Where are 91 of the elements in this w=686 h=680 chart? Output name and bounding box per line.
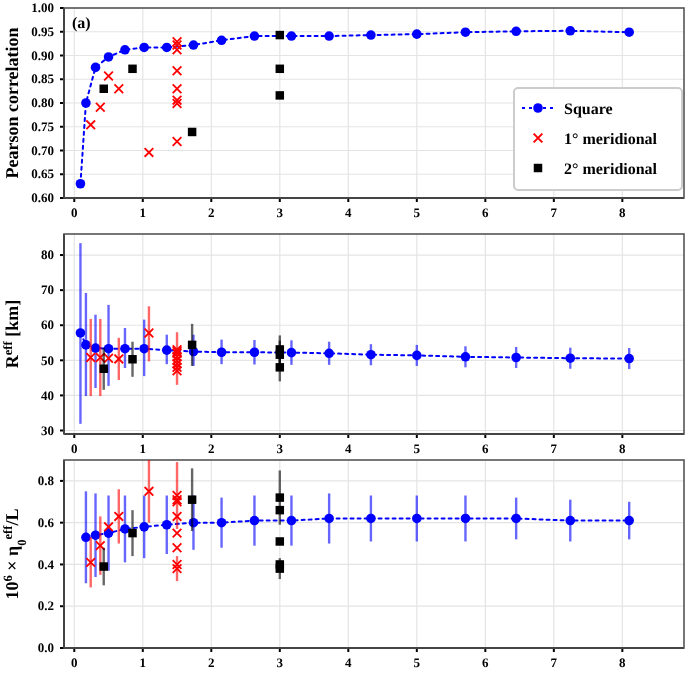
point [286, 347, 297, 358]
point [216, 347, 227, 358]
point [171, 136, 183, 147]
point [161, 519, 172, 530]
point [128, 355, 137, 364]
point [103, 343, 114, 354]
point [275, 363, 285, 372]
legend-label: 2° meridional [564, 160, 659, 178]
point [120, 524, 130, 534]
point [161, 345, 172, 355]
point [565, 515, 576, 526]
point [216, 517, 227, 528]
point [366, 349, 376, 360]
point [99, 364, 108, 373]
point [95, 102, 106, 113]
point [139, 343, 149, 354]
point [624, 353, 634, 364]
point [99, 562, 108, 571]
point [511, 352, 521, 363]
point [511, 513, 521, 524]
point [171, 44, 183, 56]
point [275, 493, 285, 502]
point [103, 52, 114, 62]
point [624, 515, 634, 526]
point [460, 27, 471, 37]
point [171, 542, 183, 553]
point [188, 517, 199, 528]
point [128, 528, 137, 538]
point [128, 64, 137, 74]
point [412, 29, 422, 39]
point [81, 98, 91, 108]
point [565, 26, 576, 36]
point [366, 513, 376, 524]
point [460, 513, 471, 524]
point [275, 537, 285, 546]
point [249, 347, 260, 358]
point [90, 530, 101, 540]
point [216, 35, 227, 46]
point [324, 348, 334, 359]
point [324, 31, 334, 41]
legend-label: Square [564, 100, 614, 118]
point [103, 521, 114, 533]
point [120, 45, 130, 55]
point [90, 343, 101, 353]
point [143, 327, 155, 339]
point [366, 30, 376, 40]
point [75, 178, 86, 189]
point [95, 540, 106, 551]
point [171, 559, 183, 570]
point [139, 42, 149, 53]
point [171, 83, 183, 94]
point [171, 490, 183, 501]
y-axis-title: Pearson correlation [2, 27, 22, 179]
annotation: (a) [72, 14, 92, 32]
point [143, 486, 155, 497]
point [81, 340, 91, 350]
point [511, 26, 521, 37]
point [286, 515, 297, 526]
point [81, 532, 91, 543]
point [161, 42, 172, 53]
point [99, 84, 108, 93]
point [249, 515, 260, 526]
point [171, 511, 183, 522]
point [412, 350, 422, 361]
point [275, 350, 285, 359]
point [171, 39, 183, 51]
point [324, 513, 334, 524]
point [103, 70, 114, 82]
point [171, 65, 183, 76]
point [90, 62, 101, 73]
point [75, 328, 86, 338]
point [139, 522, 149, 532]
point [113, 511, 125, 522]
point [171, 94, 183, 106]
point [624, 27, 634, 37]
point [286, 31, 297, 41]
point [188, 40, 199, 50]
point [171, 98, 183, 109]
point [85, 557, 96, 568]
point [187, 495, 197, 504]
point [171, 563, 183, 574]
point [120, 343, 130, 354]
legend-label: 1° meridional [564, 130, 659, 148]
point [113, 83, 125, 94]
point [143, 147, 155, 158]
point [412, 513, 422, 524]
point [460, 352, 471, 362]
point [249, 31, 260, 41]
point [275, 91, 285, 100]
point [85, 119, 96, 131]
point [565, 353, 576, 363]
